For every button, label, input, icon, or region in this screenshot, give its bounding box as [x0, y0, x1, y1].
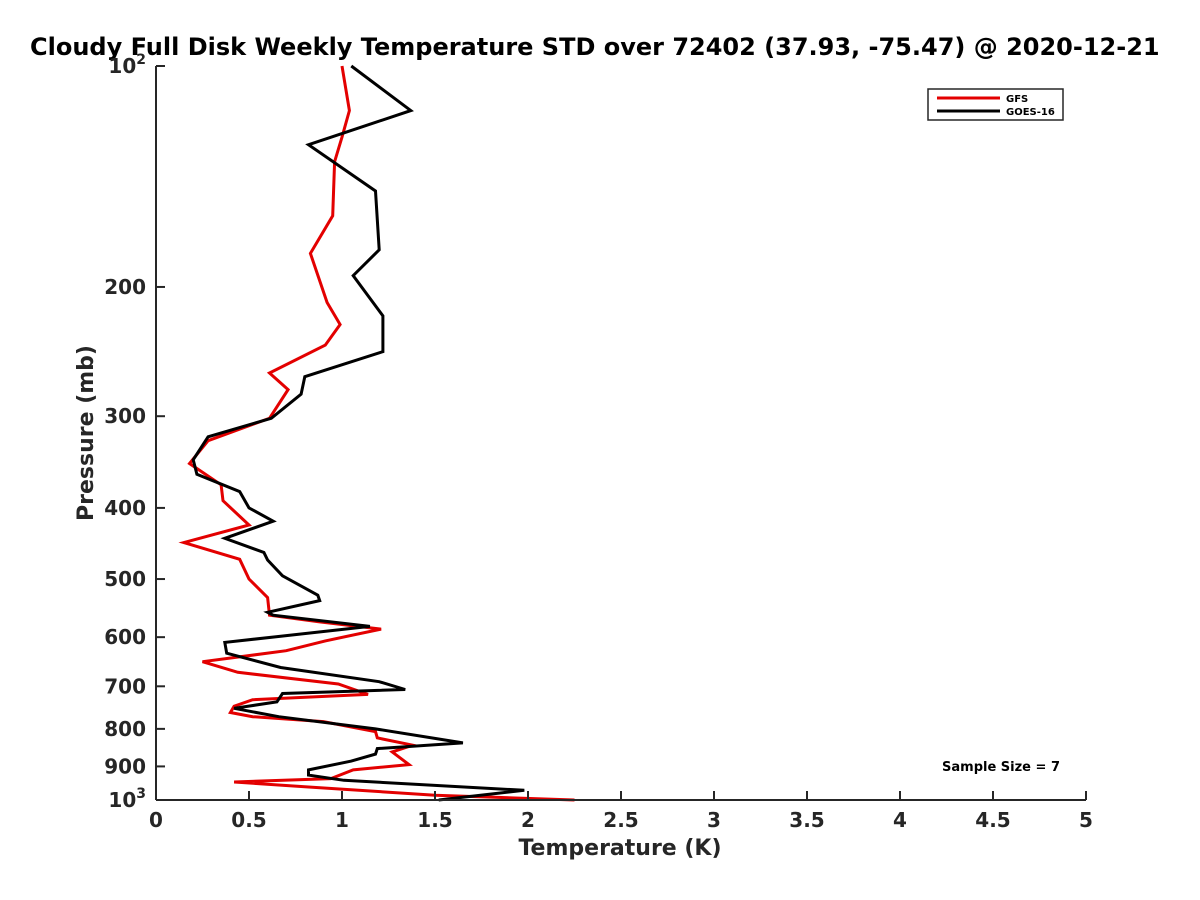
y-tick-label: 600: [104, 625, 146, 649]
x-tick-label: 3: [707, 808, 721, 832]
chart-title: Cloudy Full Disk Weekly Temperature STD …: [30, 33, 1160, 61]
y-tick-label: 103: [108, 786, 146, 812]
x-tick-label: 2: [521, 808, 535, 832]
y-tick-label: 400: [104, 496, 146, 520]
x-tick-label: 1: [335, 808, 349, 832]
legend: GFS GOES-16: [927, 88, 1064, 121]
y-tick-label: 102: [108, 52, 146, 78]
x-tick-label: 3.5: [789, 808, 824, 832]
x-axis-label: Temperature (K): [518, 836, 721, 861]
x-tick-label: 0.5: [231, 808, 266, 832]
x-tick-label: 1.5: [417, 808, 452, 832]
plot-area: 0 0.5 1 1.5 2 2.5 3 3.5 4 4.5 5 102 200 300 400 500 600 7…: [104, 52, 1093, 832]
y-tick-label: 900: [104, 754, 146, 778]
y-tick-label: 300: [104, 404, 146, 428]
y-tick-label: 200: [104, 275, 146, 299]
x-tick-label: 5: [1079, 808, 1093, 832]
x-tick-label: 2.5: [603, 808, 638, 832]
y-tick-label: 800: [104, 717, 146, 741]
x-tick-label: 0: [149, 808, 163, 832]
legend-box: [927, 88, 1064, 121]
y-axis-label: Pressure (mb): [74, 345, 99, 521]
sample-size-annotation: Sample Size = 7: [942, 760, 1060, 775]
x-tick-label: 4: [893, 808, 907, 832]
x-tick-label: 4.5: [975, 808, 1010, 832]
legend-label: GOES-16: [1006, 107, 1055, 118]
y-tick-label: 700: [104, 674, 146, 698]
legend-label: GFS: [1006, 94, 1028, 105]
series-line-goes-16: [191, 64, 525, 802]
y-tick-label: 500: [104, 567, 146, 591]
